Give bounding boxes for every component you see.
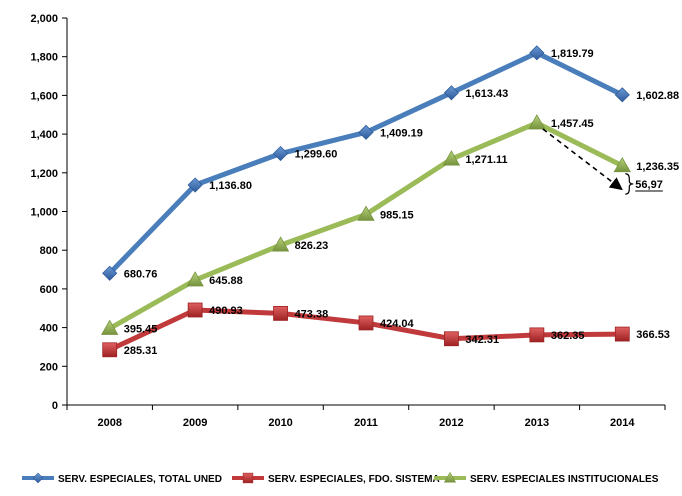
y-tick-label: 1,000	[30, 207, 58, 219]
diamond-marker	[32, 472, 44, 484]
x-tick-label: 2009	[183, 417, 207, 429]
square-marker	[444, 331, 459, 347]
square-marker	[242, 472, 254, 484]
data-label: 1,602.88	[636, 90, 679, 102]
data-label: 1,271.11	[465, 154, 507, 166]
triangle-marker	[613, 156, 631, 173]
data-label: 645.88	[209, 275, 243, 287]
y-tick-label: 200	[40, 361, 58, 373]
data-label: 362.35	[551, 330, 585, 342]
diamond-marker	[187, 177, 203, 193]
x-tick-label: 2012	[439, 417, 463, 429]
annotation-arrow	[542, 128, 623, 191]
triangle-marker	[442, 150, 461, 166]
data-label: 366.53	[636, 329, 670, 341]
data-label: 285.31	[124, 345, 158, 357]
data-label: 473.38	[295, 308, 329, 320]
series-line-3	[107, 120, 625, 331]
series-line-1	[107, 50, 625, 276]
square-marker	[273, 306, 288, 321]
data-label: 1,819.79	[551, 48, 594, 60]
triangle-marker	[357, 205, 375, 221]
data-label: 1,299.60	[295, 149, 338, 161]
legend-label-3: SERV. ESPECIALES INSTITUCIONALES	[470, 474, 659, 485]
y-tick-label: 2,000	[30, 13, 58, 25]
legend-label-2: SERV. ESPECIALES, FDO. SISTEMA	[268, 474, 440, 485]
x-tick-label: 2013	[525, 417, 549, 429]
diamond-marker	[529, 45, 545, 61]
triangle-marker	[101, 319, 119, 335]
data-label: 1,409.19	[380, 127, 423, 139]
data-label: 985.15	[380, 209, 414, 221]
x-tick-label: 2014	[610, 417, 635, 429]
data-label: 1,136.80	[209, 180, 252, 192]
diamond-marker	[273, 145, 289, 162]
square-marker	[529, 327, 545, 343]
square-marker	[102, 342, 118, 358]
legend-label-1: SERV. ESPECIALES, TOTAL UNED	[58, 474, 222, 485]
square-marker	[614, 326, 630, 342]
data-label: 490.93	[209, 305, 243, 317]
triangle-marker	[186, 271, 204, 287]
y-tick-label: 1,800	[30, 52, 58, 64]
triangle-marker	[528, 114, 546, 130]
square-marker	[187, 302, 203, 318]
y-tick-label: 600	[40, 284, 58, 296]
y-tick-label: 1,400	[30, 129, 58, 141]
data-label: 395.45	[124, 323, 158, 335]
diamond-marker	[614, 87, 630, 103]
y-tick-label: 0	[52, 400, 58, 412]
data-label: 342.31	[465, 334, 499, 346]
annotation-brace	[625, 173, 634, 195]
x-tick-label: 2008	[97, 417, 121, 429]
y-tick-label: 400	[40, 323, 58, 335]
diamond-marker	[443, 85, 459, 101]
diamond-marker	[102, 265, 118, 281]
y-tick-label: 1,200	[30, 168, 58, 180]
data-label: 1,457.45	[551, 118, 594, 130]
y-tick-label: 800	[40, 245, 58, 257]
diamond-marker	[358, 124, 374, 140]
square-marker	[358, 315, 374, 331]
data-label: 1,236.35	[636, 161, 679, 173]
data-label: 1,613.43	[465, 88, 508, 100]
data-label: 826.23	[295, 240, 329, 252]
x-tick-label: 2010	[268, 417, 292, 429]
data-label: 680.76	[124, 268, 158, 280]
annotation-label: 56,97	[635, 179, 663, 191]
triangle-marker	[271, 236, 290, 252]
data-label: 424.04	[380, 318, 415, 330]
y-tick-label: 1,600	[30, 90, 58, 102]
x-tick-label: 2011	[354, 417, 378, 429]
triangle-marker	[443, 471, 457, 483]
